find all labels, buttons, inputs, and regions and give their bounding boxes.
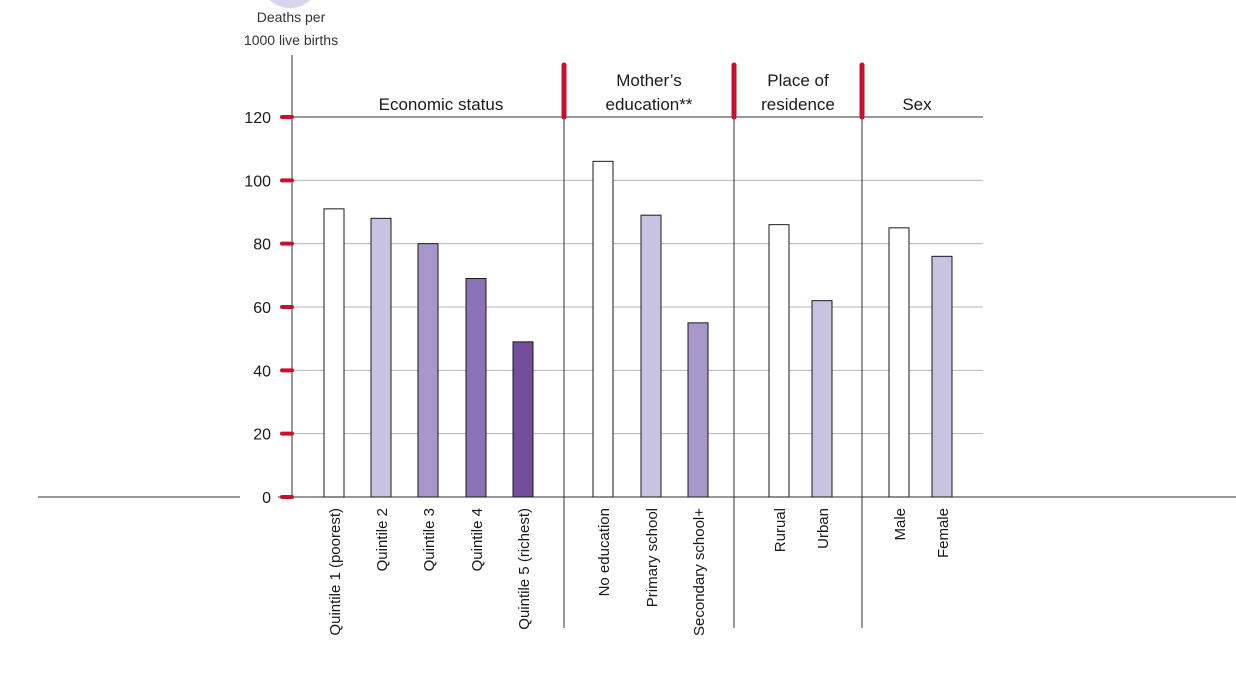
x-tick-label: Quintile 4	[469, 508, 486, 571]
y-tick-label: 20	[253, 427, 271, 444]
bar	[888, 227, 910, 498]
bar	[811, 300, 833, 498]
x-tick-label: Quintile 3	[421, 508, 438, 571]
y-tick-label: 0	[262, 490, 271, 507]
y-tick-label: 80	[253, 237, 271, 254]
tick-label-backdrop	[240, 487, 278, 507]
y-tick-label: 40	[253, 363, 271, 380]
bar	[768, 224, 790, 498]
x-tick-label: Primary school	[644, 508, 661, 607]
bar	[370, 217, 392, 498]
group-header-label: education**	[606, 95, 693, 114]
y-axis-label-line2: 1000 live births	[244, 32, 338, 48]
bar-layer	[323, 160, 953, 498]
y-tick-label: 100	[244, 173, 271, 190]
grid-layer	[38, 55, 1236, 628]
label-layer: 0 20 40 60 80 100 120 Economic status Quintile 1…	[244, 62, 952, 636]
y-tick-label: 60	[253, 300, 271, 317]
x-tick-label: Quintile 1 (poorest)	[327, 508, 344, 636]
bar	[512, 341, 534, 498]
bar	[323, 208, 345, 498]
group-header-label: residence	[761, 95, 835, 114]
group-header-label: Place of	[767, 71, 829, 90]
x-tick-label: Rurual	[772, 508, 789, 552]
bar	[465, 278, 487, 498]
x-tick-label: Female	[935, 508, 952, 558]
x-tick-label: Quintile 2	[374, 508, 391, 571]
group-header-label: Sex	[902, 95, 932, 114]
x-tick-label: Quintile 5 (richest)	[516, 508, 533, 630]
bar	[640, 214, 662, 498]
y-axis-label-line1: Deaths per	[257, 9, 326, 25]
y-tick-label: 120	[244, 110, 271, 127]
bar	[417, 243, 439, 498]
x-tick-label: No education	[596, 508, 613, 596]
x-tick-label: Urban	[815, 508, 832, 549]
badge-decoration	[269, 0, 311, 8]
bar	[931, 255, 953, 498]
x-tick-label: Male	[892, 508, 909, 541]
bar	[592, 160, 614, 498]
bar	[687, 322, 709, 498]
x-tick-label: Secondary school+	[691, 508, 708, 636]
group-header-label: Mother’s	[616, 71, 682, 90]
group-header-label: Economic status	[379, 95, 504, 114]
